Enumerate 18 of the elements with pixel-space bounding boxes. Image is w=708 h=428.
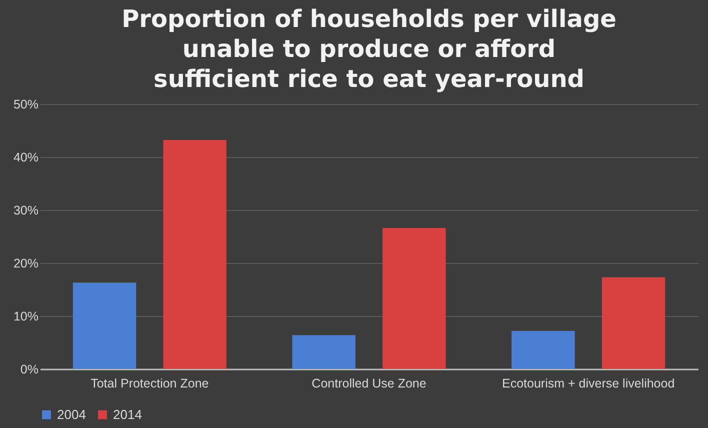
chart-title: Proportion of households per village unable to produce or afford sufficient rice to eat year-round	[122, 5, 616, 93]
y-tick-label: 50%	[13, 98, 38, 112]
legend-label: 2014	[113, 406, 142, 422]
y-tick-label: 20%	[13, 256, 38, 270]
bar	[163, 140, 226, 369]
y-tick-label: 30%	[13, 204, 38, 218]
bar	[382, 228, 446, 369]
bar	[292, 335, 356, 369]
y-tick-label: 0%	[20, 362, 38, 376]
bar	[602, 277, 666, 369]
y-tick-label: 40%	[13, 150, 38, 164]
x-tick-label: Total Protection Zone	[90, 376, 209, 390]
y-tick-label: 10%	[13, 310, 38, 324]
bar	[512, 330, 575, 369]
legend-label: 2004	[57, 406, 86, 422]
bar	[72, 282, 136, 369]
x-tick-label: Controlled Use Zone	[312, 376, 426, 390]
x-tick-label: Ecotourism + diverse livelihood	[502, 376, 675, 390]
